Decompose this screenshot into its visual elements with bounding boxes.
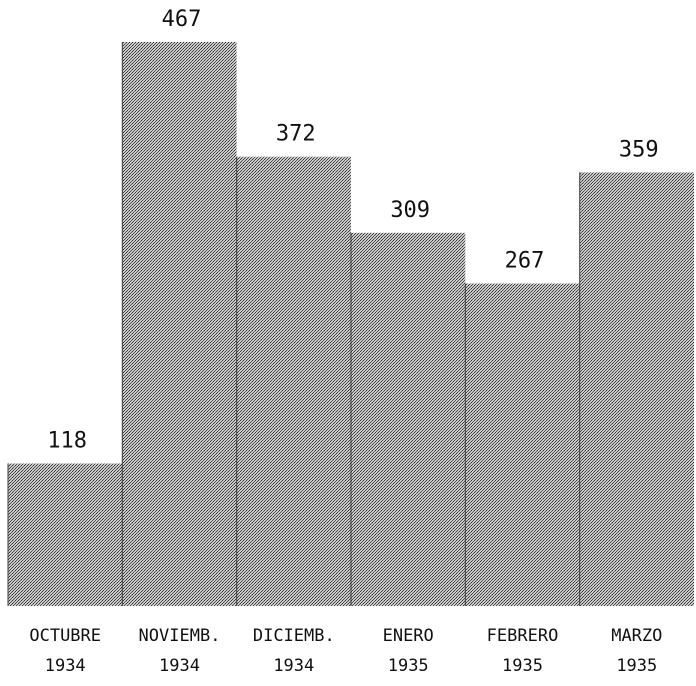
x-tick-label-0-line-0: OCTUBRE [29, 626, 101, 646]
x-tick-label-5-line-0: MARZO [611, 626, 662, 646]
x-tick-label-1-line-1: 1934 [159, 656, 200, 676]
x-tick-label-2-line-0: DICIEMB. [253, 626, 335, 646]
bar-4 [465, 283, 580, 606]
x-tick-labels-layer: OCTUBRE 1934 NOVIEMB. 1934 DICIEMB. 1934 ENERO… [29, 626, 662, 676]
value-label-5: 359 [619, 137, 659, 162]
bar-2 [236, 156, 351, 606]
x-tick-label-2-line-1: 1934 [273, 656, 314, 676]
x-tick-label-4-line-1: 1935 [502, 656, 543, 676]
bar-0 [8, 463, 123, 606]
value-label-0: 118 [47, 429, 87, 454]
value-label-2: 372 [276, 122, 316, 147]
x-tick-label-0-line-1: 1934 [45, 656, 86, 676]
bars-layer [7, 42, 694, 607]
value-label-3: 309 [390, 198, 430, 223]
value-label-1: 467 [162, 7, 202, 32]
x-tick-label-5-line-1: 1935 [616, 656, 657, 676]
x-tick-label-3-line-1: 1935 [388, 656, 429, 676]
bar-5 [579, 172, 694, 606]
x-tick-label-3-line-0: ENERO [383, 626, 434, 646]
value-label-4: 267 [505, 249, 545, 274]
x-tick-label-4-line-0: FEBRERO [487, 626, 559, 646]
value-labels-layer: 118 467 372 309 267 359 [47, 7, 658, 454]
bar-3 [351, 232, 466, 607]
bar-1 [122, 42, 237, 606]
x-tick-label-1-line-0: NOVIEMB. [139, 626, 221, 646]
